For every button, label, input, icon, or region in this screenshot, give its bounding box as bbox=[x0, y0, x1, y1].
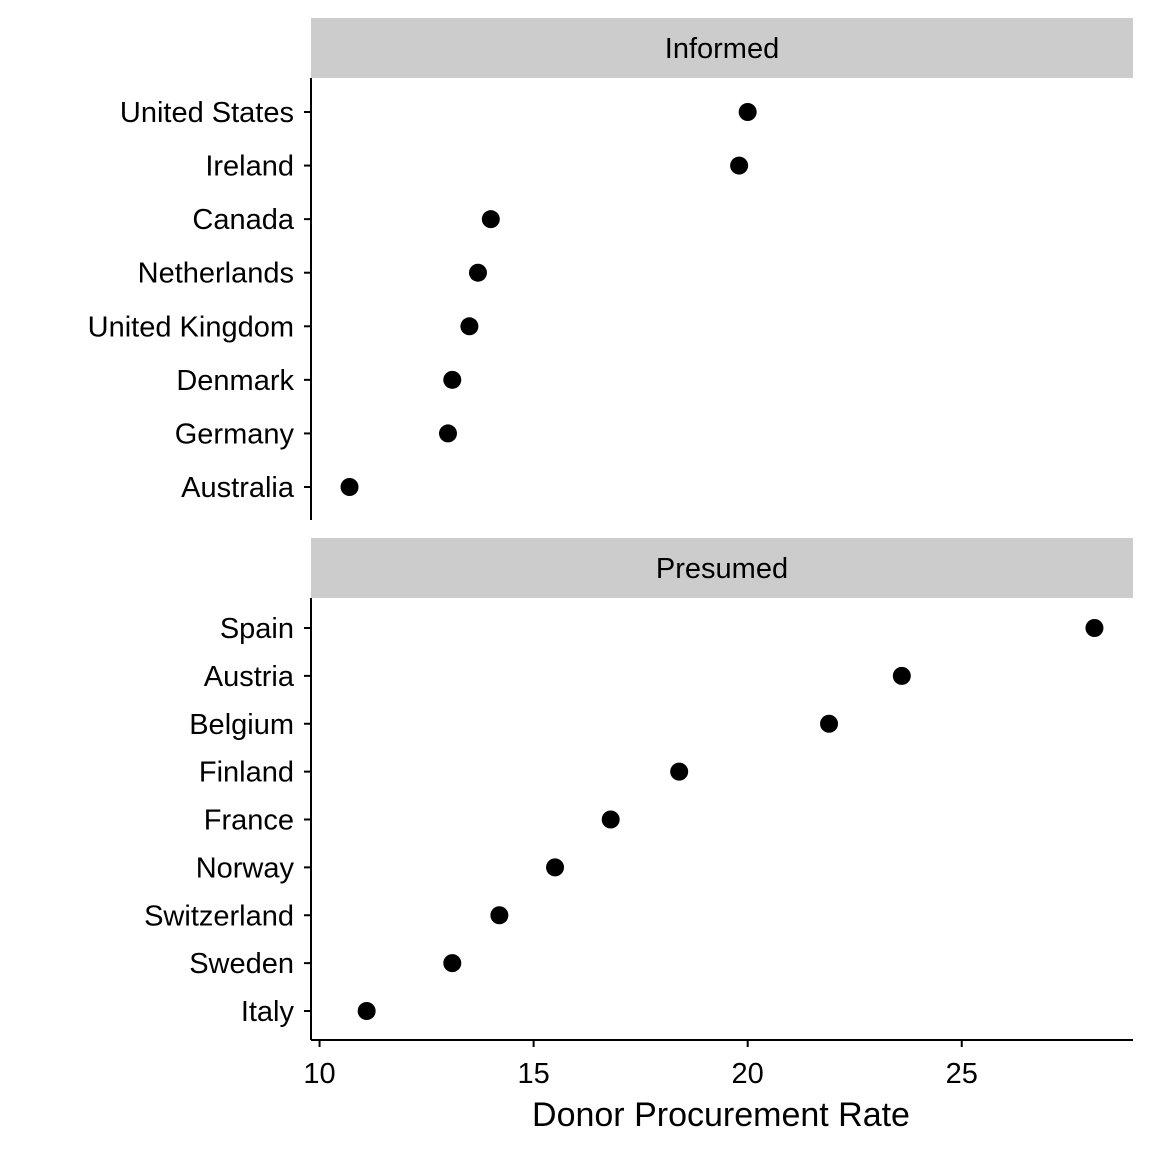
data-point-denmark bbox=[443, 370, 462, 389]
y-tick-label-germany: Germany bbox=[175, 418, 295, 450]
facet-strip-background bbox=[311, 18, 1133, 78]
y-tick-label-italy: Italy bbox=[241, 996, 295, 1028]
y-tick-label-norway: Norway bbox=[196, 852, 295, 884]
x-tick-label: 15 bbox=[517, 1058, 549, 1090]
x-tick-label: 10 bbox=[303, 1058, 335, 1090]
data-point-finland bbox=[670, 762, 689, 781]
y-tick-label-belgium: Belgium bbox=[189, 709, 294, 741]
facets-layer: Informed United States Ireland Canada Nether… bbox=[88, 18, 1133, 1040]
facet-strip-label: Presumed bbox=[656, 553, 788, 585]
x-tick-label: 25 bbox=[946, 1058, 978, 1090]
y-tick-label-spain: Spain bbox=[220, 613, 294, 645]
data-point-sweden bbox=[443, 954, 462, 973]
x-axis-title: Donor Procurement Rate bbox=[532, 1096, 910, 1134]
data-point-italy bbox=[357, 1002, 376, 1020]
y-tick-label-united-kingdom: United Kingdom bbox=[88, 311, 294, 343]
data-point-united-states bbox=[738, 103, 757, 121]
facet-strip-label: Informed bbox=[665, 33, 779, 65]
data-point-spain bbox=[1085, 619, 1104, 637]
y-tick-label-ireland: Ireland bbox=[205, 151, 294, 183]
data-point-belgium bbox=[820, 714, 839, 733]
data-point-switzerland bbox=[490, 906, 509, 925]
data-point-united-kingdom bbox=[460, 317, 479, 336]
y-tick-label-austria: Austria bbox=[204, 661, 295, 693]
data-point-france bbox=[601, 810, 620, 829]
facet-panel-presumed: Presumed Spain Austria Belgium Finland France… bbox=[144, 538, 1133, 1040]
y-tick-label-sweden: Sweden bbox=[189, 948, 294, 980]
y-tick-label-switzerland: Switzerland bbox=[144, 900, 294, 932]
y-tick-label-france: France bbox=[204, 805, 294, 837]
data-point-australia bbox=[340, 478, 359, 496]
x-axis: Donor Procurement Rate 10 15 20 25 bbox=[303, 1039, 1133, 1134]
y-tick-label-australia: Australia bbox=[181, 472, 295, 504]
y-tick-label-canada: Canada bbox=[192, 204, 294, 236]
data-point-netherlands bbox=[468, 263, 487, 282]
data-point-ireland bbox=[730, 156, 749, 175]
facet-panel-informed: Informed United States Ireland Canada Nether… bbox=[88, 18, 1133, 520]
y-tick-label-netherlands: Netherlands bbox=[138, 258, 294, 290]
data-point-germany bbox=[439, 424, 457, 443]
facet-strip-background bbox=[311, 538, 1133, 598]
data-point-canada bbox=[481, 210, 500, 229]
data-point-austria bbox=[892, 666, 911, 685]
data-point-norway bbox=[546, 858, 565, 877]
y-tick-label-united-states: United States bbox=[120, 97, 294, 129]
y-tick-label-denmark: Denmark bbox=[176, 365, 294, 397]
y-tick-label-finland: Finland bbox=[199, 757, 294, 789]
x-tick-label: 20 bbox=[732, 1058, 764, 1090]
